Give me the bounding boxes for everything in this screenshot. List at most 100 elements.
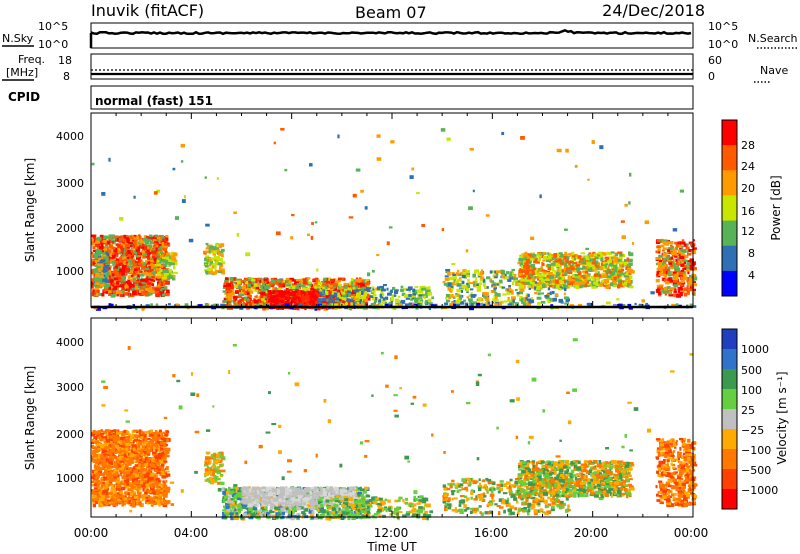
power-echo bbox=[674, 255, 678, 258]
power-echo bbox=[593, 273, 599, 277]
power-echo bbox=[547, 263, 551, 268]
power-speckle bbox=[364, 206, 368, 210]
power-echo bbox=[563, 292, 566, 296]
velocity-speckle bbox=[287, 459, 292, 463]
power-echo bbox=[468, 298, 473, 302]
velocity-speckle bbox=[451, 390, 454, 393]
power-echo bbox=[257, 291, 260, 295]
power-echo bbox=[343, 278, 346, 281]
power-echo bbox=[537, 255, 542, 258]
power-echo bbox=[357, 301, 360, 305]
power-echo bbox=[529, 277, 534, 280]
power-echo bbox=[454, 280, 460, 285]
power-echo bbox=[513, 277, 518, 282]
velocity-speckle bbox=[559, 500, 564, 505]
power-speckle bbox=[556, 148, 562, 153]
velocity-speckle bbox=[172, 374, 176, 378]
power-echo bbox=[545, 278, 550, 281]
power-speckle bbox=[677, 263, 681, 266]
power-echo bbox=[679, 255, 685, 259]
power-echo bbox=[218, 258, 223, 261]
power-echo bbox=[465, 274, 470, 278]
power-echo bbox=[208, 258, 213, 262]
power-echo bbox=[567, 275, 570, 278]
power-echo bbox=[658, 251, 661, 254]
power-echo bbox=[506, 292, 511, 295]
power-echo bbox=[356, 293, 361, 297]
power-echo bbox=[351, 290, 357, 295]
power-echo bbox=[296, 288, 299, 291]
velocity-speckle bbox=[232, 344, 237, 347]
power-echo bbox=[295, 280, 300, 283]
power-echo bbox=[593, 274, 597, 279]
power-echo bbox=[139, 270, 143, 273]
power-echo bbox=[668, 294, 674, 297]
power-echo bbox=[611, 268, 616, 271]
power-echo bbox=[663, 270, 666, 274]
power-echo bbox=[141, 268, 146, 271]
power-echo bbox=[111, 246, 116, 250]
power-echo bbox=[371, 286, 375, 289]
power-echo bbox=[673, 275, 676, 280]
power-echo bbox=[350, 285, 353, 289]
power-echo bbox=[329, 303, 332, 307]
power-echo bbox=[99, 280, 104, 284]
power-echo bbox=[397, 299, 401, 303]
power-echo bbox=[151, 283, 155, 287]
power-echo bbox=[118, 260, 122, 264]
power-echo bbox=[227, 298, 233, 301]
velocity-speckle bbox=[399, 387, 402, 390]
power-echo bbox=[114, 252, 119, 256]
power-echo bbox=[617, 251, 622, 255]
power-echo bbox=[610, 256, 613, 260]
power-echo bbox=[350, 278, 354, 282]
velocity-speckle bbox=[360, 441, 364, 445]
power-echo bbox=[94, 268, 98, 271]
power-echo bbox=[162, 269, 167, 273]
power-echo bbox=[371, 289, 376, 293]
power-echo bbox=[577, 255, 582, 259]
power-echo bbox=[322, 303, 327, 306]
power-echo bbox=[529, 258, 535, 261]
power-echo bbox=[134, 285, 139, 290]
power-echo bbox=[229, 285, 234, 289]
power-echo bbox=[620, 272, 625, 276]
power-echo bbox=[129, 261, 133, 265]
power-echo bbox=[138, 289, 143, 293]
power-echo bbox=[321, 283, 324, 286]
power-speckle bbox=[91, 162, 95, 166]
power-echo bbox=[625, 272, 629, 276]
power-echo bbox=[109, 272, 114, 275]
power-echo bbox=[628, 262, 633, 266]
power-echo bbox=[272, 287, 275, 290]
power-echo bbox=[334, 286, 338, 291]
power-echo bbox=[524, 257, 528, 261]
power-echo bbox=[667, 272, 671, 277]
power-echo bbox=[229, 277, 234, 281]
power-echo bbox=[445, 297, 448, 300]
power-echo bbox=[570, 281, 576, 285]
power-echo bbox=[318, 301, 322, 305]
power-echo bbox=[163, 245, 168, 249]
power-echo bbox=[675, 267, 681, 272]
power-echo bbox=[597, 278, 600, 282]
power-echo bbox=[619, 282, 623, 286]
power-echo bbox=[231, 288, 235, 293]
power-echo bbox=[592, 277, 598, 280]
power-echo bbox=[151, 255, 156, 260]
power-echo bbox=[363, 294, 367, 299]
power-echo bbox=[520, 276, 523, 280]
power-echo bbox=[301, 296, 306, 300]
power-echo bbox=[118, 277, 122, 282]
velocity-speckle bbox=[194, 430, 200, 434]
power-echo bbox=[658, 257, 662, 261]
power-echo bbox=[290, 298, 293, 302]
power-echo bbox=[341, 297, 347, 301]
nsky-tick-top: 10^5 bbox=[38, 20, 68, 33]
power-echo bbox=[360, 278, 364, 282]
power-speckle bbox=[585, 247, 589, 250]
power-echo bbox=[656, 284, 659, 288]
power-echo bbox=[267, 289, 272, 293]
power-echo bbox=[663, 267, 667, 270]
power-echo bbox=[123, 234, 127, 239]
